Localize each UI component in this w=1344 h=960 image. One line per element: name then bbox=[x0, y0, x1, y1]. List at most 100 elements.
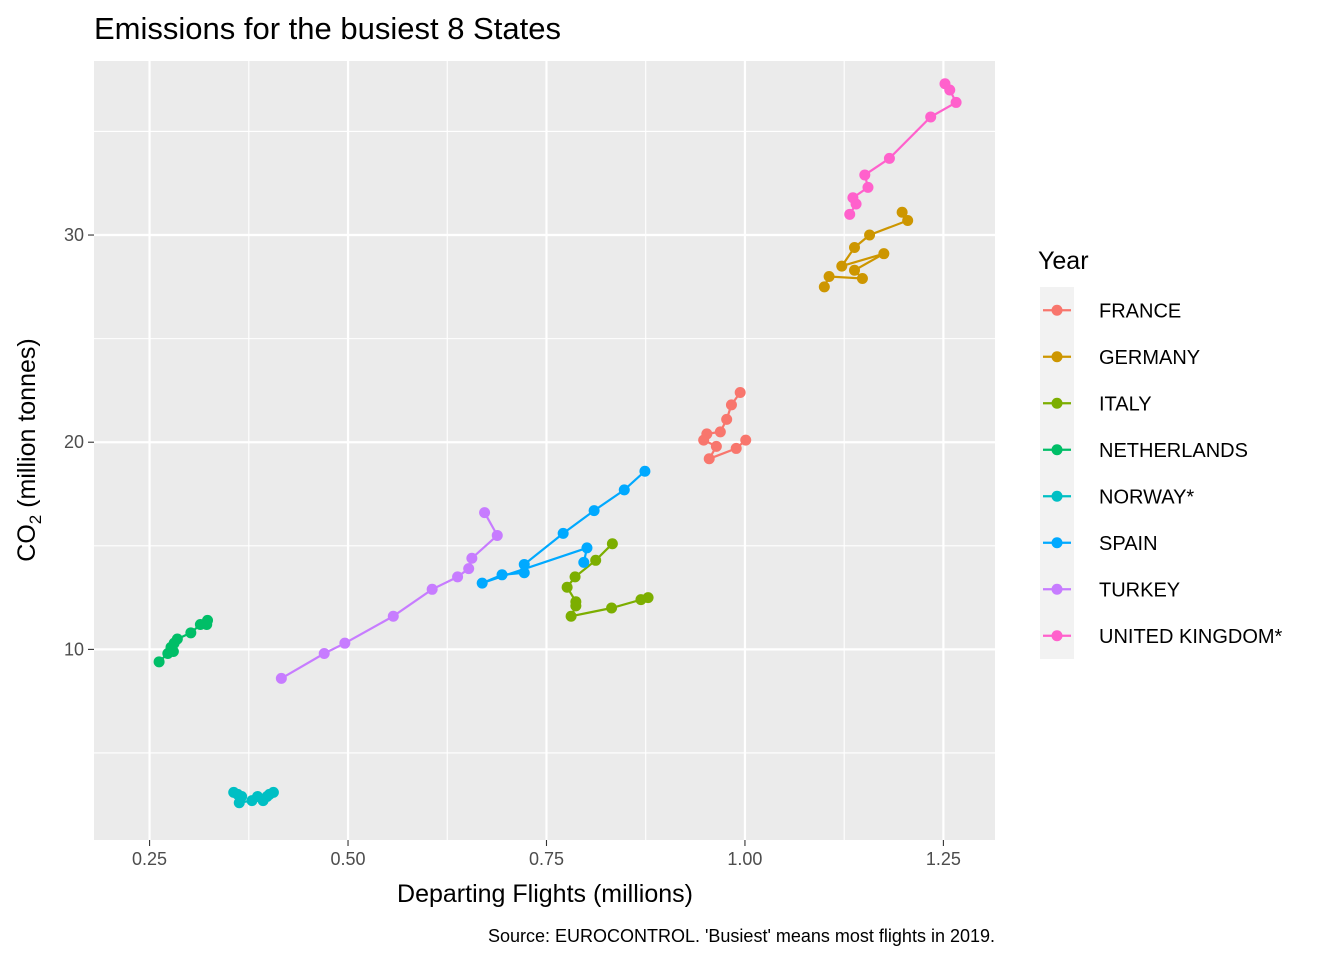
data-point bbox=[862, 181, 874, 193]
data-point bbox=[569, 571, 581, 583]
data-point bbox=[896, 206, 908, 218]
legend-label: FRANCE bbox=[1099, 300, 1181, 322]
legend-key-point bbox=[1051, 444, 1063, 456]
data-point bbox=[387, 610, 399, 622]
data-point bbox=[581, 542, 593, 554]
series-united-kingdom bbox=[844, 78, 962, 220]
data-point bbox=[902, 215, 914, 227]
x-axis-title: Departing Flights (millions) bbox=[397, 880, 693, 908]
data-point bbox=[496, 569, 508, 581]
plot-panel bbox=[94, 61, 995, 840]
legend-key-point bbox=[1051, 397, 1063, 409]
data-point bbox=[847, 192, 859, 204]
x-tick-label: 0.25 bbox=[132, 849, 167, 869]
data-point bbox=[950, 96, 962, 108]
data-point bbox=[466, 552, 478, 564]
data-point bbox=[635, 594, 647, 606]
data-point bbox=[452, 571, 464, 583]
data-point bbox=[606, 602, 618, 614]
series-netherlands bbox=[153, 614, 214, 668]
data-point bbox=[730, 442, 742, 454]
x-axis: 0.25 0.50 0.75 1.00 1.25 bbox=[132, 840, 961, 869]
data-point bbox=[856, 273, 868, 285]
x-tick-label: 0.75 bbox=[529, 849, 564, 869]
legend-item: NORWAY* bbox=[1043, 486, 1194, 508]
legend-key-background bbox=[1040, 287, 1074, 659]
y-tick-label: 20 bbox=[64, 432, 84, 452]
x-tick-label: 0.50 bbox=[331, 849, 366, 869]
data-point bbox=[836, 260, 848, 272]
legend-key-point bbox=[1051, 583, 1063, 595]
legend-title: Year bbox=[1038, 247, 1089, 275]
data-point bbox=[721, 413, 733, 425]
data-point bbox=[878, 248, 890, 260]
data-point bbox=[185, 627, 197, 639]
data-point bbox=[233, 797, 245, 809]
legend-label: TURKEY bbox=[1099, 579, 1180, 601]
legend: Year FRANCE GERMANY ITALY NETHERLANDS NORWAY… bbox=[1038, 247, 1283, 659]
series-germany bbox=[818, 206, 914, 293]
series-line bbox=[280, 512, 499, 680]
data-point bbox=[618, 484, 630, 496]
data-point bbox=[565, 610, 577, 622]
y-axis-title-rest: (million tonnes) bbox=[13, 338, 41, 514]
x-tick-label: 1.25 bbox=[926, 849, 961, 869]
data-point bbox=[267, 786, 279, 798]
legend-key-point bbox=[1051, 630, 1063, 642]
legend-key-point bbox=[1051, 490, 1063, 502]
series-turkey bbox=[275, 507, 503, 684]
data-point bbox=[518, 558, 530, 570]
data-point bbox=[570, 596, 582, 608]
y-axis: 10 20 30 bbox=[64, 225, 94, 659]
data-point bbox=[252, 790, 264, 802]
data-point bbox=[479, 507, 491, 519]
data-point bbox=[734, 386, 746, 398]
series-france bbox=[698, 386, 752, 465]
y-tick-label: 10 bbox=[64, 639, 84, 659]
data-point bbox=[561, 581, 573, 593]
data-point bbox=[939, 78, 951, 90]
data-point bbox=[491, 529, 503, 541]
data-point bbox=[588, 505, 600, 517]
chart-title: Emissions for the busiest 8 States bbox=[94, 11, 561, 46]
data-point bbox=[703, 453, 715, 465]
series-norway bbox=[228, 786, 279, 809]
legend-label: GERMANY bbox=[1099, 347, 1200, 369]
data-point bbox=[339, 637, 351, 649]
data-point bbox=[710, 440, 722, 452]
data-point bbox=[714, 426, 726, 438]
data-point bbox=[275, 672, 287, 684]
data-point bbox=[606, 538, 618, 550]
series-spain bbox=[476, 465, 651, 589]
y-axis-title-main: CO bbox=[13, 524, 41, 562]
legend-item: TURKEY bbox=[1043, 579, 1180, 601]
data-point bbox=[701, 428, 713, 440]
data-point bbox=[426, 583, 438, 595]
data-point bbox=[925, 111, 937, 123]
data-point bbox=[476, 577, 488, 589]
data-point bbox=[848, 241, 860, 253]
series-line bbox=[823, 211, 910, 288]
data-point bbox=[725, 399, 737, 411]
data-point bbox=[557, 527, 569, 539]
legend-label: NETHERLANDS bbox=[1099, 440, 1248, 462]
panel-background bbox=[94, 61, 995, 840]
x-tick-label: 1.00 bbox=[727, 849, 762, 869]
data-point bbox=[153, 656, 165, 668]
legend-key-point bbox=[1051, 351, 1063, 363]
legend-item: SPAIN bbox=[1043, 533, 1158, 555]
legend-key-point bbox=[1051, 537, 1063, 549]
y-axis-title-sub: 2 bbox=[26, 515, 45, 524]
legend-item: GERMANY bbox=[1043, 347, 1200, 369]
data-point bbox=[818, 281, 830, 293]
data-point bbox=[578, 556, 590, 568]
legend-key-point bbox=[1051, 304, 1063, 316]
legend-item: ITALY bbox=[1043, 393, 1152, 415]
data-point bbox=[171, 633, 183, 645]
y-axis-title: CO2 (million tonnes) bbox=[13, 338, 45, 561]
legend-label: SPAIN bbox=[1099, 533, 1158, 555]
legend-label: ITALY bbox=[1099, 393, 1152, 415]
legend-item: UNITED KINGDOM* bbox=[1043, 626, 1283, 648]
legend-label: UNITED KINGDOM* bbox=[1099, 626, 1283, 648]
